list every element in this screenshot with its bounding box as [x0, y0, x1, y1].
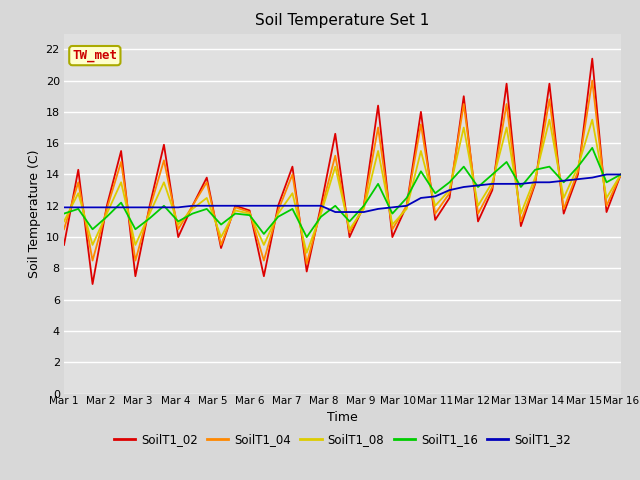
Text: TW_met: TW_met	[72, 49, 117, 62]
Legend: SoilT1_02, SoilT1_04, SoilT1_08, SoilT1_16, SoilT1_32: SoilT1_02, SoilT1_04, SoilT1_08, SoilT1_…	[109, 428, 576, 451]
Y-axis label: Soil Temperature (C): Soil Temperature (C)	[28, 149, 42, 278]
X-axis label: Time: Time	[327, 410, 358, 423]
Title: Soil Temperature Set 1: Soil Temperature Set 1	[255, 13, 429, 28]
